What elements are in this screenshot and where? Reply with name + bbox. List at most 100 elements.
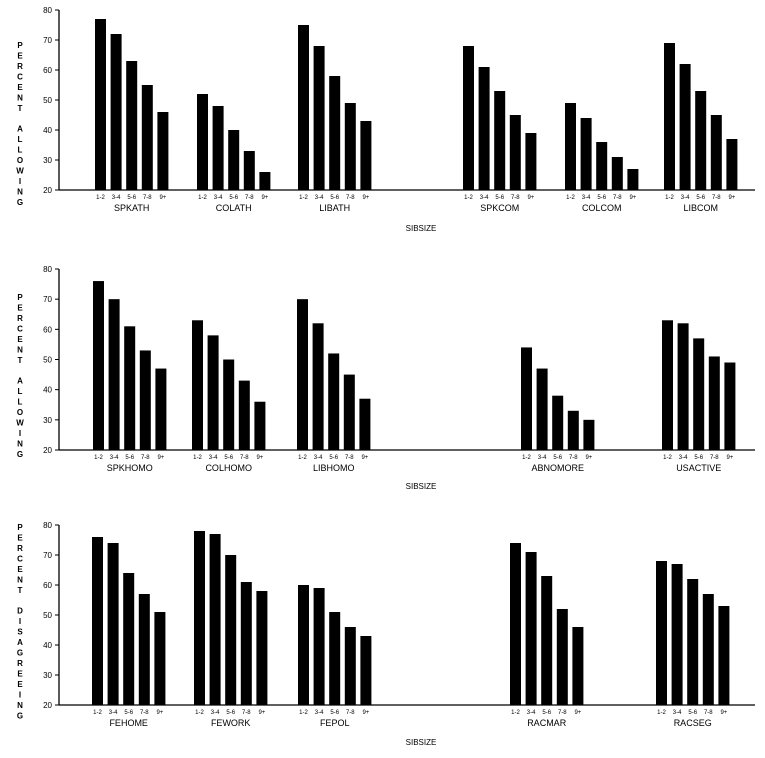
chart1-libath-bar-5 xyxy=(360,121,372,190)
chart2-category-label: 7-8 xyxy=(710,455,719,461)
chart1-libath-bar-4 xyxy=(344,103,356,190)
chart2-category-label: 1-2 xyxy=(522,455,531,461)
chart3-group-label-fework: FEWORK xyxy=(211,718,251,728)
chart1-category-label: 7-8 xyxy=(613,195,622,201)
chart2-abnomore-bar-2 xyxy=(536,368,548,450)
chart1-group-label-spkcom: SPKCOM xyxy=(480,203,519,213)
chart3-fepol-bar-4 xyxy=(344,627,356,705)
chart1-category-label: 5-6 xyxy=(597,195,606,201)
chart3-racmar-bar-4 xyxy=(556,609,568,705)
chart2-category-label: 7-8 xyxy=(569,455,578,461)
chart3-ylabel-letter: A xyxy=(17,638,23,647)
chart3-ylabel-letter: I xyxy=(19,617,21,626)
chart3-fehome-bar-4 xyxy=(138,594,150,705)
chart3-y-tick-label: 40 xyxy=(43,641,52,650)
chart1-colath-bar-2 xyxy=(212,106,224,190)
chart2-ylabel-letter: E xyxy=(17,304,23,313)
chart3-group-label-fepol: FEPOL xyxy=(320,718,350,728)
chart1-y-tick-label: 30 xyxy=(43,156,52,165)
chart2-group-label-libhomo: LIBHOMO xyxy=(313,463,355,473)
chart1-category-label: 1-2 xyxy=(96,195,105,201)
chart2-category-label: 3-4 xyxy=(110,455,119,461)
chart3-category-label: 1-2 xyxy=(511,710,520,716)
chart1-libcom-bar-1 xyxy=(664,43,675,190)
chart2-spkhomo-bar-5 xyxy=(155,368,167,450)
chart2-usactive-bar-1 xyxy=(662,320,673,450)
chart3-racseg-bar-4 xyxy=(702,594,714,705)
chart3-fepol-bar-3 xyxy=(329,612,341,705)
chart3-xlabel: SIBSIZE xyxy=(406,738,437,747)
chart1-libcom-bar-5 xyxy=(726,139,738,190)
chart3-y-tick-label: 50 xyxy=(43,611,52,620)
chart2-colhomo-bar-5 xyxy=(254,401,266,450)
chart1-y-tick-label: 70 xyxy=(43,36,52,45)
chart1-category-label: 3-4 xyxy=(480,195,489,201)
chart2-y-tick-label: 50 xyxy=(43,356,52,365)
chart1-spkcom-bar-3 xyxy=(494,91,506,190)
chart2-ylabel-letter: O xyxy=(17,408,23,417)
chart1-colcom-bar-4 xyxy=(611,157,623,190)
chart1-category-label: 5-6 xyxy=(229,195,238,201)
chart1-category-label: 9+ xyxy=(261,195,268,201)
chart1-y-tick-label: 20 xyxy=(43,186,52,195)
chart3-fehome-bar-2 xyxy=(107,543,119,705)
chart1-spkath-bar-4 xyxy=(141,85,153,190)
chart2-category-label: 9+ xyxy=(361,455,368,461)
chart3-ylabel-letter: C xyxy=(17,555,23,564)
chart2-y-tick-label: 70 xyxy=(43,295,52,304)
chart1-category-label: 1-2 xyxy=(464,195,473,201)
chart3-fework-bar-1 xyxy=(194,531,205,705)
chart3-category-label: 1-2 xyxy=(93,710,102,716)
chart2-ylabel-letter: N xyxy=(17,346,23,355)
chart1-ylabel-letter: L xyxy=(18,146,23,155)
chart2-category-label: 5-6 xyxy=(694,455,703,461)
chart2-colhomo-bar-1 xyxy=(192,320,203,450)
chart2-group-label-spkhomo: SPKHOMO xyxy=(107,463,153,473)
chart2-ylabel-letter: E xyxy=(17,335,23,344)
chart1-category-label: 3-4 xyxy=(582,195,591,201)
chart3-category-label: 5-6 xyxy=(226,710,235,716)
chart2-category-label: 5-6 xyxy=(125,455,134,461)
chart3-category-label: 3-4 xyxy=(315,710,324,716)
chart2-abnomore-bar-4 xyxy=(567,410,579,450)
chart1-category-label: 9+ xyxy=(527,195,534,201)
chart1-category-label: 5-6 xyxy=(495,195,504,201)
chart2-usactive-bar-3 xyxy=(693,338,705,450)
chart2-ylabel-letter: R xyxy=(17,314,23,323)
chart3-category-label: 7-8 xyxy=(242,710,251,716)
chart3-category-label: 9+ xyxy=(574,710,581,716)
chart2-y-tick-label: 60 xyxy=(43,325,52,334)
chart2-category-label: 9+ xyxy=(726,455,733,461)
chart3-category-label: 7-8 xyxy=(558,710,567,716)
chart1-xlabel: SIBSIZE xyxy=(406,224,437,233)
chart2-libhomo-bar-2 xyxy=(312,323,324,450)
chart1-category-label: 3-4 xyxy=(214,195,223,201)
chart3-y-tick-label: 60 xyxy=(43,581,52,590)
chart3-ylabel-letter: E xyxy=(17,670,23,679)
chart2-category-label: 5-6 xyxy=(553,455,562,461)
chart2-spkhomo-bar-1 xyxy=(93,281,104,450)
chart3-category-label: 3-4 xyxy=(211,710,220,716)
chart3-category-label: 3-4 xyxy=(109,710,118,716)
chart3-racseg-bar-1 xyxy=(656,561,667,705)
chart1-colath-bar-4 xyxy=(243,151,255,190)
chart3-y-tick-label: 30 xyxy=(43,671,52,680)
chart3-racmar-bar-1 xyxy=(510,543,521,705)
chart3-fework-bar-3 xyxy=(225,555,237,705)
chart1-colcom-bar-2 xyxy=(580,118,592,190)
chart1-category-label: 7-8 xyxy=(712,195,721,201)
chart2-category-label: 7-8 xyxy=(345,455,354,461)
chart1-category-label: 5-6 xyxy=(127,195,136,201)
chart3-category-label: 5-6 xyxy=(542,710,551,716)
chart3-racseg-bar-2 xyxy=(671,564,683,705)
chart3-group-label-racmar: RACMAR xyxy=(527,718,567,728)
chart2-group-label-usactive: USACTIVE xyxy=(676,463,721,473)
chart1-ylabel-letter: E xyxy=(17,52,23,61)
chart3-category-label: 9+ xyxy=(156,710,163,716)
chart2-y-tick-label: 40 xyxy=(43,386,52,395)
chart2-category-label: 1-2 xyxy=(193,455,202,461)
chart3-ylabel-letter: E xyxy=(17,565,23,574)
chart2-libhomo-bar-5 xyxy=(359,398,371,450)
chart1-ylabel-letter: I xyxy=(19,177,21,186)
